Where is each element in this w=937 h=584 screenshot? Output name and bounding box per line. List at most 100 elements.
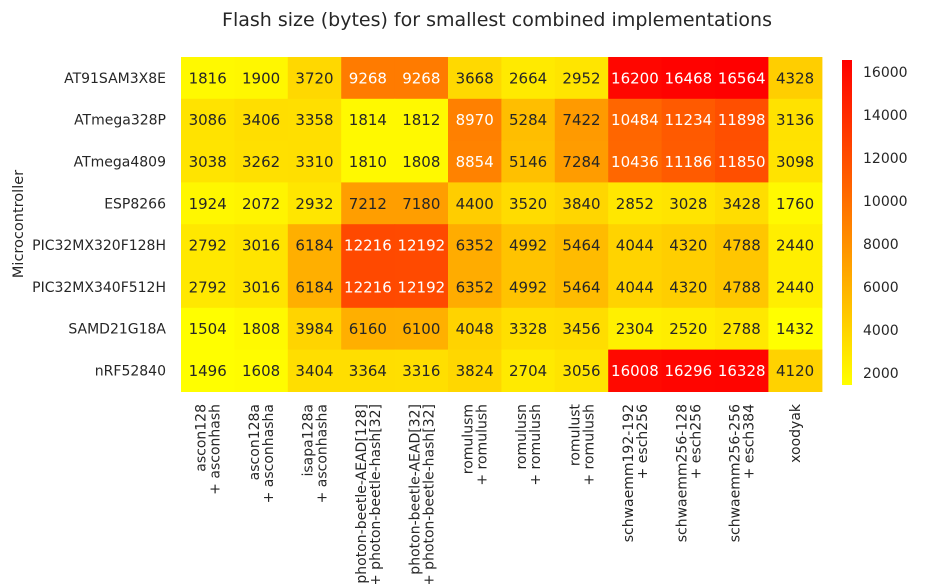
cell-value-label: 6100 — [402, 320, 440, 338]
cell-value-label: 10436 — [611, 153, 659, 171]
heatmap-cell — [181, 57, 235, 100]
cell-value-label: 4320 — [669, 278, 707, 296]
column-label: + romulush — [528, 404, 544, 486]
heatmap-cell — [448, 57, 502, 100]
heatmap-cell — [554, 307, 609, 351]
heatmap-cell — [554, 98, 609, 142]
cell-value-label: 5284 — [509, 111, 547, 129]
heatmap-cell — [234, 140, 289, 183]
heatmap-cell — [448, 140, 502, 183]
cell-value-label: 3098 — [776, 153, 814, 171]
column-label: romulust — [568, 403, 584, 466]
heatmap-cell — [661, 98, 716, 142]
cell-value-label: 2440 — [776, 237, 814, 255]
heatmap-cell — [501, 140, 556, 183]
row-label: SAMD21G18A — [68, 322, 166, 338]
cell-value-label: 12192 — [397, 237, 445, 255]
heatmap-cell — [394, 266, 449, 309]
cell-value-label: 3028 — [669, 195, 707, 213]
colorbar-gradient — [842, 60, 852, 385]
cell-value-label: 3328 — [509, 320, 547, 338]
heatmap-cell — [715, 307, 769, 351]
cell-value-label: 3406 — [242, 111, 280, 129]
row-label: ATmega328P — [74, 113, 166, 129]
heatmap-cell — [554, 140, 609, 183]
cell-value-label: 11850 — [718, 153, 766, 171]
heatmap-cell — [501, 307, 556, 351]
heatmap-cell — [715, 266, 769, 309]
heatmap-cell — [287, 182, 342, 225]
colorbar-tick-label: 2000 — [863, 366, 899, 382]
heatmap-cell — [341, 98, 396, 142]
heatmap-cell — [554, 224, 609, 267]
column-label: schwaemm192-192 — [621, 404, 637, 542]
heatmap-cell — [234, 224, 289, 267]
cell-value-label: 3016 — [242, 278, 280, 296]
cell-value-label: 1900 — [242, 69, 280, 87]
cell-value-label: 6352 — [456, 278, 494, 296]
cell-value-label: 9268 — [349, 69, 387, 87]
cell-value-label: 2704 — [509, 362, 547, 380]
colorbar-tick-label: 4000 — [863, 323, 899, 339]
cell-value-label: 4788 — [723, 237, 761, 255]
y-axis-label: Microcontroller — [11, 170, 27, 278]
cell-value-label: 6352 — [456, 237, 494, 255]
heatmap-cell — [501, 182, 556, 225]
cell-value-label: 3364 — [349, 362, 387, 380]
cell-value-label: 12192 — [397, 278, 445, 296]
cell-value-label: 1812 — [402, 111, 440, 129]
heatmap-cell — [501, 224, 556, 267]
row-label: AT91SAM3X8E — [64, 71, 166, 87]
cell-value-label: 3984 — [295, 320, 333, 338]
heatmap-cell — [501, 98, 556, 142]
row-label: ATmega4809 — [74, 155, 166, 171]
cell-value-label: 1432 — [776, 320, 814, 338]
column-label: + asconhash — [208, 404, 224, 495]
cell-value-label: 11186 — [664, 153, 712, 171]
cell-value-label: 16564 — [718, 69, 766, 87]
column-label: + asconhasha — [261, 404, 277, 503]
cell-value-label: 1496 — [189, 362, 227, 380]
cell-value-label: 2440 — [776, 278, 814, 296]
column-labels: ascon128+ asconhash ascon128a+ asconhasha… — [194, 403, 804, 584]
cell-value-label: 2932 — [295, 195, 333, 213]
cell-value-label: 7212 — [349, 195, 387, 213]
heatmap-cell — [768, 98, 823, 142]
column-label: + photon-beetle-hash[32] — [421, 404, 437, 584]
cell-value-label: 3456 — [562, 320, 600, 338]
cell-value-label: 16008 — [611, 362, 659, 380]
column-label: ascon128 — [194, 404, 210, 472]
cell-value-label: 2788 — [723, 320, 761, 338]
cell-value-label: 5464 — [562, 278, 600, 296]
cell-value-label: 9268 — [402, 69, 440, 87]
heatmap-cell — [394, 98, 449, 142]
cell-value-label: 4120 — [776, 362, 814, 380]
cell-value-label: 8854 — [456, 153, 494, 171]
heatmap-cell — [768, 182, 823, 225]
cell-value-label: 12216 — [344, 278, 392, 296]
cell-value-label: 3520 — [509, 195, 547, 213]
colorbar-tick-label: 12000 — [863, 151, 908, 167]
heatmap-cell — [661, 266, 716, 309]
heatmap-cell — [341, 182, 396, 225]
column-label: photon-beetle-AEAD[32] — [407, 404, 423, 575]
heatmap-cell — [501, 349, 556, 392]
cell-value-label: 3824 — [456, 362, 494, 380]
heatmap-cell — [448, 307, 502, 351]
heatmap-cell — [608, 349, 663, 392]
heatmap-cell — [448, 224, 502, 267]
cell-value-label: 1810 — [349, 153, 387, 171]
heatmap-cell — [181, 182, 235, 225]
cell-value-label: 16468 — [664, 69, 712, 87]
cell-value-label: 4044 — [616, 278, 654, 296]
heatmap-cell — [234, 57, 289, 100]
colorbar-tick-label: 14000 — [863, 108, 908, 124]
column-label: romulusn — [514, 404, 530, 469]
heatmap-cell — [554, 182, 609, 225]
cell-value-label: 2792 — [189, 237, 227, 255]
cell-value-label: 10484 — [611, 111, 659, 129]
cell-value-label: 3358 — [295, 111, 333, 129]
row-label: PIC32MX320F128H — [32, 238, 166, 254]
heatmap-cell-labels: 1816 1900 3720 9268 9268 3668 2664 2952 16200 164… — [189, 69, 815, 380]
heatmap-cell — [287, 98, 342, 142]
